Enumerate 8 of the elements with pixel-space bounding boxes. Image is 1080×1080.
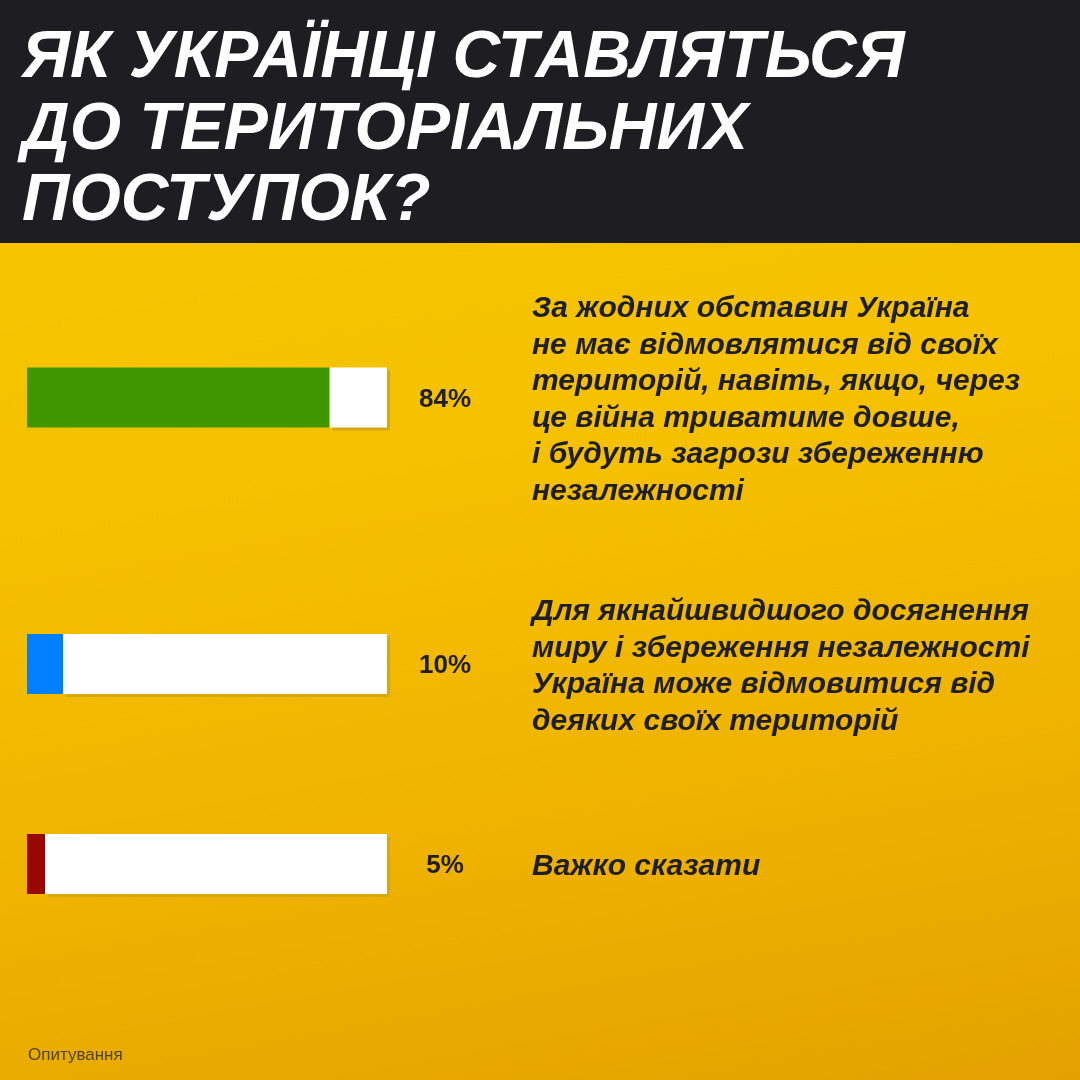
text: Опитування xyxy=(28,1045,123,1064)
data-label: 10% xyxy=(418,649,472,680)
y-tick-label: Для якнайшвидшого досягнення миру і збереження незалежності Україна може відмовитися від деяких своїх територій xyxy=(529,593,1031,736)
data-label: 84% xyxy=(418,382,472,413)
data-label: 5% xyxy=(426,849,464,880)
y-tick-label: За жодних обставин Україна не має відмовлятися від своїх територій, навіть, якщо, через це війна триватиме довше, і будуть загрози збереженню незалежності xyxy=(532,290,1020,506)
y-tick-label: Важко сказати xyxy=(532,847,761,881)
chart-title: ЯК УКРАЇНЦІ СТАВЛЯТЬСЯ ДО ТЕРИТОРІАЛЬНИХ ПОСТУПОК? xyxy=(17,17,907,234)
